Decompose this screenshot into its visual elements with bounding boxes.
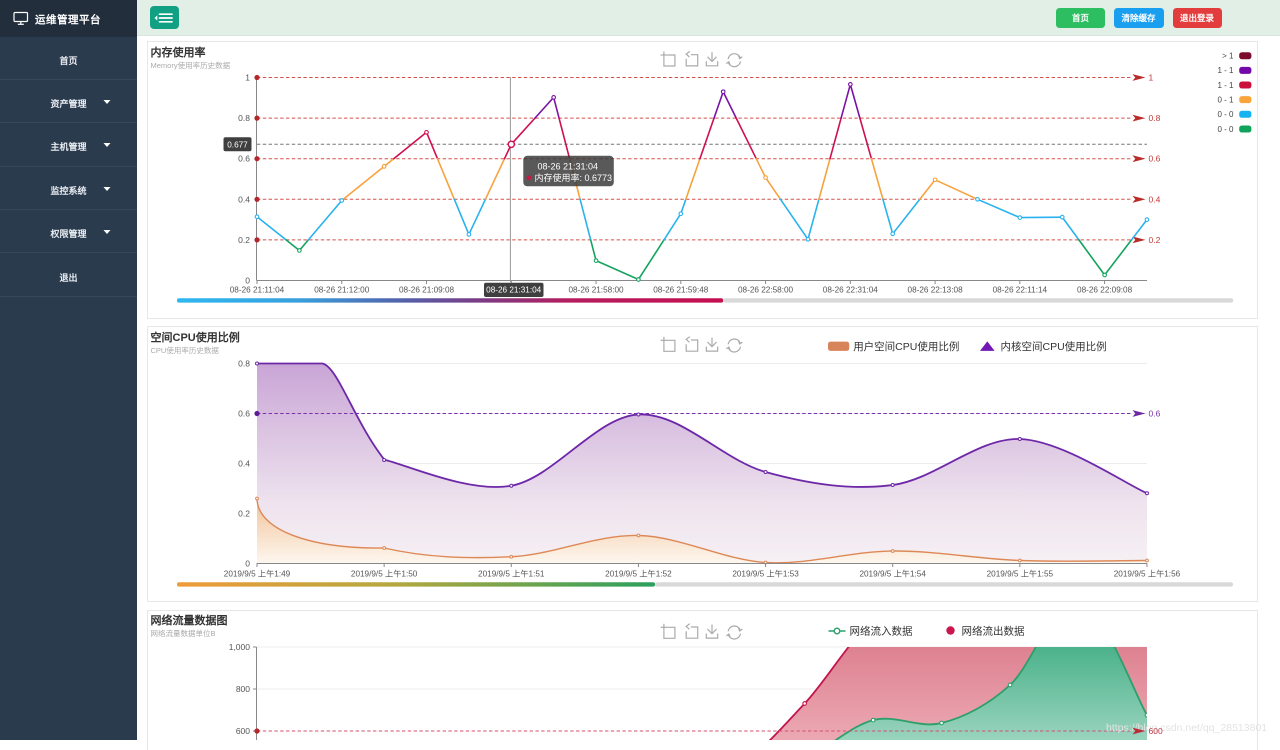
- svg-text:https://blog.csdn.net/qq_28513: https://blog.csdn.net/qq_28513801: [1106, 722, 1267, 734]
- svg-text:0: 0: [245, 276, 250, 286]
- svg-text:2019/9/5 上午1:56: 2019/9/5 上午1:56: [1114, 569, 1181, 579]
- svg-text:用户空间CPU使用比例: 用户空间CPU使用比例: [853, 340, 959, 353]
- svg-text:0.4: 0.4: [238, 194, 250, 204]
- svg-text:08-26 22:11:14: 08-26 22:11:14: [993, 286, 1048, 295]
- svg-text:600: 600: [236, 726, 250, 736]
- svg-text:> 1: > 1: [1222, 52, 1234, 61]
- svg-text:0.6: 0.6: [1149, 409, 1161, 419]
- svg-text:0.4: 0.4: [238, 459, 250, 469]
- svg-text:1,000: 1,000: [229, 642, 251, 652]
- svg-text:08-26 22:31:04: 08-26 22:31:04: [823, 286, 879, 295]
- svg-text:2019/9/5 上午1:51: 2019/9/5 上午1:51: [478, 569, 545, 579]
- svg-text:08-26 21:09:08: 08-26 21:09:08: [399, 286, 455, 295]
- svg-text:0.2: 0.2: [1149, 235, 1161, 245]
- svg-text:08-26 21:31:04: 08-26 21:31:04: [486, 286, 542, 295]
- svg-text:08-26 21:31:04: 08-26 21:31:04: [538, 161, 599, 171]
- svg-text:0: 0: [245, 559, 250, 569]
- svg-text:2019/9/5 上午1:52: 2019/9/5 上午1:52: [605, 569, 672, 579]
- svg-text:0.8: 0.8: [1149, 113, 1161, 123]
- svg-text:08-26 22:09:08: 08-26 22:09:08: [1077, 286, 1133, 295]
- svg-text:2019/9/5 上午1:55: 2019/9/5 上午1:55: [987, 569, 1054, 579]
- svg-text:网络流出数据: 网络流出数据: [962, 625, 1025, 638]
- svg-text:0.8: 0.8: [238, 113, 250, 123]
- svg-text:08-26 22:13:08: 08-26 22:13:08: [908, 286, 964, 295]
- svg-text:08-26 21:12:00: 08-26 21:12:00: [314, 286, 370, 295]
- svg-text:08-26 21:59:48: 08-26 21:59:48: [653, 286, 709, 295]
- svg-text:2019/9/5 上午1:54: 2019/9/5 上午1:54: [859, 569, 926, 579]
- svg-text:08-26 21:11:04: 08-26 21:11:04: [230, 286, 285, 295]
- svg-text:内核空间CPU使用比例: 内核空间CPU使用比例: [1001, 340, 1107, 353]
- svg-text:2019/9/5 上午1:53: 2019/9/5 上午1:53: [732, 569, 799, 579]
- svg-text:网络流入数据: 网络流入数据: [850, 625, 913, 638]
- svg-text:1 - 1: 1 - 1: [1217, 81, 1234, 90]
- svg-text:0 - 1: 0 - 1: [1217, 95, 1234, 104]
- svg-text:0.2: 0.2: [238, 509, 250, 519]
- svg-text:0 - 0: 0 - 0: [1217, 110, 1234, 119]
- svg-text:0 - 0: 0 - 0: [1217, 125, 1234, 134]
- svg-text:0.8: 0.8: [238, 359, 250, 369]
- svg-text:08-26 22:58:00: 08-26 22:58:00: [738, 286, 794, 295]
- svg-text:0.4: 0.4: [1149, 194, 1161, 204]
- svg-text:1: 1: [1149, 73, 1154, 83]
- svg-text:1 - 1: 1 - 1: [1217, 66, 1234, 75]
- svg-text:08-26 21:58:00: 08-26 21:58:00: [568, 286, 624, 295]
- svg-text:2019/9/5 上午1:50: 2019/9/5 上午1:50: [351, 569, 418, 579]
- svg-text:1: 1: [245, 73, 250, 83]
- svg-text:0.6: 0.6: [238, 409, 250, 419]
- svg-text:0.677: 0.677: [227, 140, 248, 149]
- svg-text:0.6: 0.6: [1149, 154, 1161, 164]
- svg-text:800: 800: [236, 684, 250, 694]
- svg-text:内存使用率: 0.6773: 内存使用率: 0.6773: [535, 172, 613, 183]
- svg-text:600: 600: [1149, 726, 1163, 736]
- svg-text:0.6: 0.6: [238, 154, 250, 164]
- svg-text:2019/9/5 上午1:49: 2019/9/5 上午1:49: [224, 569, 291, 579]
- svg-text:0.2: 0.2: [238, 235, 250, 245]
